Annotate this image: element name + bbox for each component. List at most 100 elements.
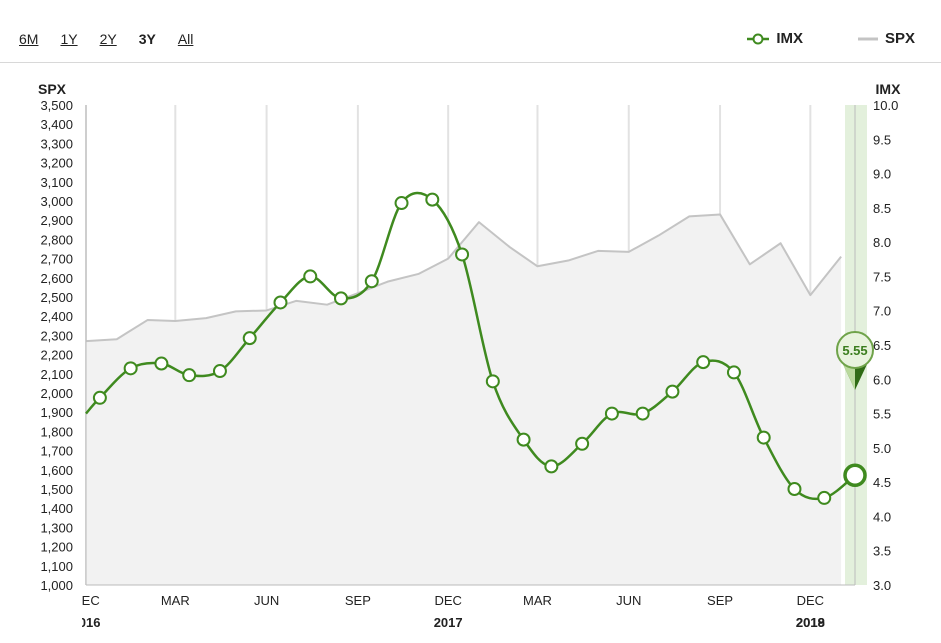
chart: SPX 1,000 1,100 1,200 1,300 1,400 1,500 1,600 1,… — [38, 81, 902, 630]
imx-point — [544, 459, 559, 474]
left-tick-label: 1,000 — [40, 578, 73, 593]
imx-point — [455, 247, 470, 262]
left-tick-label: 1,700 — [40, 444, 73, 459]
imx-point — [485, 374, 500, 389]
left-tick-label: 3,100 — [40, 175, 73, 190]
imx-point — [154, 356, 169, 371]
range-2y-button[interactable]: 2Y — [99, 31, 117, 47]
left-tick-label: 3,200 — [40, 156, 73, 171]
imx-point — [665, 384, 680, 399]
imx-point — [123, 361, 138, 376]
year-label: 2017 — [434, 615, 463, 630]
year-label: 2016 — [72, 615, 101, 630]
imx-point — [273, 295, 288, 310]
legend-label-imx: IMX — [776, 30, 803, 47]
month-tick-label: DEC — [434, 593, 461, 608]
left-tick-label: 2,900 — [40, 213, 73, 228]
imx-point — [726, 365, 741, 380]
left-tick-label: 1,100 — [40, 559, 73, 574]
left-tick-label: 2,700 — [40, 252, 73, 267]
left-axis-title: SPX — [38, 81, 67, 97]
month-tick-label: JUN — [254, 593, 279, 608]
right-tick-label: 9.5 — [873, 132, 891, 147]
spx-area — [86, 214, 842, 585]
left-tick-label: 3,500 — [40, 98, 73, 113]
range-all-button[interactable]: All — [177, 31, 194, 47]
imx-point — [92, 390, 107, 405]
left-tick-label: 1,800 — [40, 424, 73, 439]
right-tick-label: 6.0 — [873, 372, 891, 387]
month-tick-label: MAR — [523, 593, 552, 608]
left-tick-label: 1,600 — [40, 463, 73, 478]
right-tick-label: 10.0 — [873, 98, 898, 113]
imx-point — [182, 368, 197, 383]
left-tick-label: 2,800 — [40, 232, 73, 247]
right-tick-label: 9.0 — [873, 167, 891, 182]
imx-point — [516, 432, 531, 447]
left-tick-label: 1,500 — [40, 482, 73, 497]
right-axis-title: IMX — [876, 81, 902, 97]
month-tick-label: MAR — [161, 593, 190, 608]
right-tick-label: 4.5 — [873, 475, 891, 490]
legend-label-spx: SPX — [884, 30, 915, 47]
range-selector: 6M 1Y 2Y 3Y All — [19, 31, 215, 47]
imx-point — [787, 482, 802, 496]
legend-item-spx[interactable]: SPX — [857, 30, 915, 47]
imx-line — [85, 191, 856, 501]
right-tick-label: 5.5 — [873, 407, 891, 422]
month-tick-label: JUN — [616, 593, 641, 608]
imx-point — [817, 490, 832, 505]
imx-point — [575, 436, 590, 451]
year-label: 2018 — [796, 615, 825, 630]
left-tick-label: 2,500 — [40, 290, 73, 305]
left-tick-label: 1,200 — [40, 540, 73, 555]
left-tick-label: 2,600 — [40, 271, 73, 286]
imx-point — [334, 291, 349, 306]
range-1y-button[interactable]: 1Y — [60, 31, 78, 47]
right-tick-label: 8.0 — [873, 235, 891, 250]
callout-value: 5.55 — [842, 343, 867, 358]
left-tick-label: 3,000 — [40, 194, 73, 209]
imx-point — [756, 430, 771, 445]
left-tick-label: 2,200 — [40, 348, 73, 363]
imx-point — [212, 364, 227, 379]
right-tick-label: 7.5 — [873, 269, 891, 284]
left-tick-label: 2,300 — [40, 328, 73, 343]
top-bar: 6M 1Y 2Y 3Y All IMX SPX — [0, 0, 941, 63]
line-marker-icon — [747, 33, 770, 44]
left-tick-label: 1,900 — [40, 405, 73, 420]
imx-point — [394, 196, 409, 211]
imx-point — [635, 406, 650, 421]
left-tick-label: 3,300 — [40, 136, 73, 151]
imx-point — [696, 355, 711, 370]
imx-point — [242, 331, 257, 346]
right-tick-label: 6.5 — [873, 338, 891, 353]
imx-point — [604, 406, 619, 421]
x-axis-labels: DEC MAR JUN SEP DEC MAR JUN SEP DEC 2016 2017 20182… — [72, 593, 825, 630]
right-tick-label: 8.5 — [873, 201, 891, 216]
imx-latest-point — [843, 463, 867, 488]
month-tick-label: SEP — [707, 593, 733, 608]
left-tick-label: 1,300 — [40, 520, 73, 535]
spx-line — [85, 213, 842, 343]
left-tick-label: 2,400 — [40, 309, 73, 324]
month-tick-label: DEC — [72, 593, 99, 608]
line-icon — [857, 37, 878, 40]
month-tick-label: DEC — [797, 593, 824, 608]
left-tick-label: 1,400 — [40, 501, 73, 516]
range-6m-button[interactable]: 6M — [19, 31, 39, 47]
imx-point — [425, 192, 440, 207]
right-tick-label: 3.0 — [873, 578, 891, 593]
chart-legend: IMX SPX — [692, 30, 915, 47]
left-tick-label: 2,000 — [40, 386, 73, 401]
left-tick-label: 2,100 — [40, 367, 73, 382]
range-3y-button[interactable]: 3Y — [138, 31, 156, 47]
month-tick-label: SEP — [345, 593, 371, 608]
right-tick-label: 4.0 — [873, 509, 891, 524]
right-tick-label: 7.0 — [873, 304, 891, 319]
imx-point — [303, 269, 318, 284]
legend-item-imx[interactable]: IMX — [746, 30, 803, 47]
imx-point — [364, 274, 379, 289]
year-label: 2019 — [796, 615, 825, 630]
callout-bubble — [836, 331, 874, 369]
